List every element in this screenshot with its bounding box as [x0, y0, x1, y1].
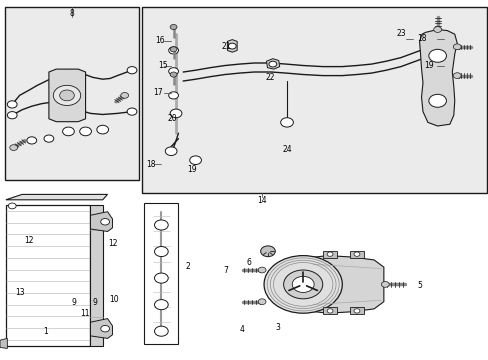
Circle shape	[101, 325, 109, 332]
Text: 22: 22	[265, 73, 275, 82]
Polygon shape	[266, 59, 279, 69]
Circle shape	[258, 299, 265, 305]
Text: 19: 19	[187, 165, 197, 174]
Circle shape	[292, 276, 313, 292]
Circle shape	[154, 326, 168, 336]
Circle shape	[258, 267, 265, 273]
Circle shape	[121, 93, 128, 98]
Circle shape	[165, 147, 177, 156]
Circle shape	[268, 61, 276, 67]
Text: 9: 9	[72, 298, 77, 307]
Circle shape	[260, 246, 275, 257]
Circle shape	[60, 90, 74, 101]
Circle shape	[44, 135, 54, 142]
Polygon shape	[0, 338, 7, 348]
Text: 16: 16	[155, 36, 165, 45]
Circle shape	[10, 145, 18, 150]
Circle shape	[189, 156, 201, 165]
Text: 12: 12	[108, 239, 118, 248]
Circle shape	[127, 67, 137, 74]
Bar	[323, 251, 336, 258]
Circle shape	[353, 252, 359, 256]
Circle shape	[168, 68, 178, 75]
Bar	[144, 203, 178, 344]
Circle shape	[154, 273, 168, 283]
Text: 8: 8	[70, 9, 75, 18]
Circle shape	[433, 27, 441, 32]
Circle shape	[154, 300, 168, 310]
Polygon shape	[6, 205, 90, 346]
Circle shape	[170, 109, 182, 118]
Circle shape	[53, 85, 81, 105]
Circle shape	[154, 220, 168, 230]
Circle shape	[452, 73, 460, 78]
Circle shape	[7, 101, 17, 108]
Text: 18: 18	[416, 34, 426, 43]
Circle shape	[170, 47, 177, 52]
Polygon shape	[90, 212, 112, 231]
Circle shape	[353, 309, 359, 313]
Text: 2: 2	[185, 262, 190, 271]
Text: 23: 23	[395, 29, 405, 38]
Text: 12: 12	[24, 236, 34, 245]
Circle shape	[101, 219, 109, 225]
Text: 17: 17	[153, 88, 163, 97]
Bar	[5, 7, 139, 180]
Text: 18: 18	[145, 160, 155, 168]
Circle shape	[326, 252, 332, 256]
Bar	[349, 251, 363, 258]
Text: 14: 14	[257, 197, 266, 205]
Polygon shape	[419, 30, 456, 126]
Circle shape	[168, 92, 178, 99]
Bar	[349, 307, 363, 315]
Circle shape	[170, 72, 177, 77]
Text: 10: 10	[109, 294, 119, 303]
Circle shape	[264, 256, 342, 313]
Polygon shape	[6, 194, 107, 200]
Text: 7: 7	[223, 266, 228, 275]
Text: 1: 1	[43, 327, 48, 336]
Text: 5: 5	[416, 281, 421, 289]
Text: 3: 3	[275, 323, 280, 332]
Text: 13: 13	[15, 288, 24, 297]
Text: 9: 9	[92, 298, 97, 307]
Circle shape	[428, 94, 446, 107]
Circle shape	[228, 43, 236, 49]
Text: 4: 4	[239, 325, 244, 334]
Circle shape	[27, 137, 37, 144]
Polygon shape	[49, 69, 85, 122]
Polygon shape	[227, 40, 237, 52]
Polygon shape	[90, 319, 112, 338]
Circle shape	[280, 118, 293, 127]
Circle shape	[283, 270, 322, 299]
Circle shape	[154, 247, 168, 257]
Bar	[323, 307, 336, 315]
Text: 19: 19	[423, 61, 433, 71]
Circle shape	[80, 127, 91, 136]
Text: 6: 6	[246, 258, 251, 266]
Circle shape	[452, 44, 460, 50]
Text: 11: 11	[80, 310, 89, 319]
Polygon shape	[303, 256, 383, 313]
Text: 20: 20	[167, 114, 177, 123]
Bar	[142, 7, 486, 193]
Circle shape	[97, 125, 108, 134]
Circle shape	[326, 309, 332, 313]
Circle shape	[7, 112, 17, 119]
Circle shape	[62, 127, 74, 136]
Circle shape	[8, 203, 16, 209]
Text: 24: 24	[282, 145, 292, 154]
Circle shape	[381, 282, 388, 287]
Circle shape	[168, 47, 178, 54]
Polygon shape	[90, 205, 102, 346]
Circle shape	[428, 49, 446, 62]
Text: 15: 15	[158, 61, 167, 70]
Circle shape	[170, 24, 177, 30]
Text: 21: 21	[221, 41, 231, 50]
Circle shape	[127, 108, 137, 115]
